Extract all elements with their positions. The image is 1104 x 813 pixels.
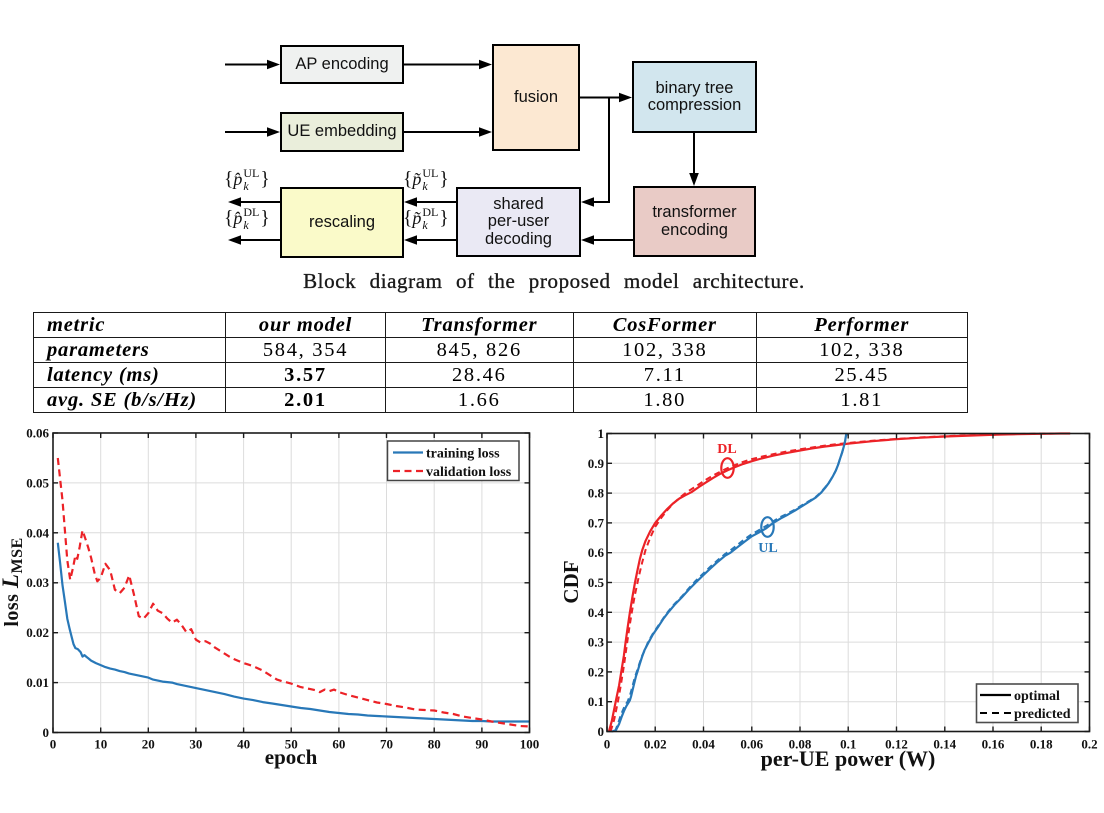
svg-text:0.1: 0.1 [588,694,604,709]
svg-text:loss LMSE: loss LMSE [0,537,26,626]
svg-text:40: 40 [237,737,250,752]
svg-text:CDF: CDF [559,560,583,603]
svg-text:0.7: 0.7 [588,515,605,530]
svg-text:0.04: 0.04 [26,525,49,540]
svg-text:0: 0 [598,724,605,739]
svg-text:0.3: 0.3 [588,635,605,650]
svg-text:per-UE power (W): per-UE power (W) [761,746,936,771]
svg-text:predicted: predicted [1014,707,1071,722]
svg-text:0: 0 [43,725,50,740]
svg-text:10: 10 [94,737,107,752]
svg-text:training loss: training loss [426,447,500,462]
svg-text:0.8: 0.8 [588,486,605,501]
svg-text:0.6: 0.6 [588,545,605,560]
svg-text:0.14: 0.14 [933,737,956,752]
svg-text:0.08: 0.08 [789,737,812,752]
svg-text:optimal: optimal [1014,689,1060,704]
svg-text:50: 50 [285,737,298,752]
svg-text:60: 60 [332,737,345,752]
svg-text:0.04: 0.04 [692,737,715,752]
svg-text:0.5: 0.5 [588,575,605,590]
svg-text:UL: UL [758,541,777,556]
svg-text:0: 0 [604,737,611,752]
svg-text:90: 90 [475,737,488,752]
svg-text:100: 100 [520,737,540,752]
svg-text:0.02: 0.02 [26,625,49,640]
svg-text:30: 30 [189,737,202,752]
svg-text:DL: DL [717,442,736,457]
svg-text:0.06: 0.06 [26,426,49,441]
svg-text:validation loss: validation loss [426,465,512,480]
svg-text:1: 1 [598,426,605,441]
svg-text:0.2: 0.2 [1081,737,1097,752]
svg-text:0.12: 0.12 [885,737,908,752]
svg-text:70: 70 [380,737,393,752]
svg-text:0.9: 0.9 [588,456,605,471]
svg-text:0.1: 0.1 [840,737,856,752]
svg-text:epoch: epoch [265,745,318,769]
svg-text:80: 80 [428,737,441,752]
svg-text:0: 0 [50,737,57,752]
svg-text:20: 20 [142,737,155,752]
svg-text:0.05: 0.05 [26,475,49,490]
svg-text:0.02: 0.02 [644,737,667,752]
svg-text:0.06: 0.06 [740,737,763,752]
svg-text:0.2: 0.2 [588,664,604,679]
svg-text:0.18: 0.18 [1030,737,1053,752]
svg-text:0.4: 0.4 [588,605,605,620]
svg-text:0.16: 0.16 [982,737,1005,752]
svg-text:0.01: 0.01 [26,675,49,690]
svg-text:0.03: 0.03 [26,575,49,590]
